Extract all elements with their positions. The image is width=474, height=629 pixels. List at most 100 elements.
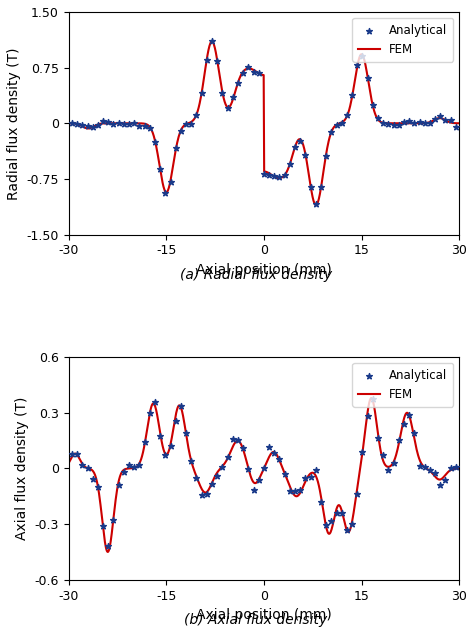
Analytical — [141, 121, 148, 131]
Analytical — [234, 77, 242, 87]
Analytical — [162, 188, 169, 198]
FEM — [105, 548, 110, 555]
Analytical — [390, 458, 397, 468]
Analytical — [405, 116, 413, 126]
Analytical — [410, 118, 418, 128]
Line: FEM: FEM — [69, 42, 459, 205]
Analytical — [312, 199, 319, 209]
Analytical — [369, 394, 377, 404]
Analytical — [384, 465, 392, 475]
Analytical — [94, 120, 102, 130]
Analytical — [291, 142, 299, 152]
Analytical — [400, 419, 408, 429]
Analytical — [384, 118, 392, 128]
Analytical — [328, 516, 335, 526]
Analytical — [109, 119, 117, 129]
Analytical — [301, 150, 309, 160]
Analytical — [271, 448, 278, 458]
Y-axis label: Radial flux density (T): Radial flux density (T) — [7, 47, 21, 199]
Analytical — [239, 443, 247, 454]
Text: (b) Axial flux density: (b) Axial flux density — [184, 613, 328, 627]
Analytical — [73, 450, 81, 460]
Analytical — [317, 182, 325, 192]
Analytical — [442, 476, 449, 486]
Analytical — [286, 486, 294, 496]
Analytical — [364, 411, 372, 421]
Analytical — [84, 463, 91, 473]
Analytical — [68, 118, 76, 128]
Analytical — [234, 435, 242, 445]
FEM — [403, 120, 409, 127]
Analytical — [255, 474, 263, 484]
Analytical — [333, 508, 340, 518]
Analytical — [447, 463, 455, 473]
Analytical — [276, 454, 283, 464]
Analytical — [162, 450, 169, 460]
Analytical — [447, 115, 455, 125]
Analytical — [276, 172, 283, 182]
Analytical — [146, 408, 154, 418]
Legend: Analytical, FEM: Analytical, FEM — [353, 18, 453, 62]
Analytical — [426, 118, 434, 128]
Y-axis label: Axial flux density (T): Axial flux density (T) — [15, 397, 29, 540]
Analytical — [442, 115, 449, 125]
Analytical — [265, 170, 273, 180]
Analytical — [208, 479, 216, 489]
Analytical — [333, 120, 340, 130]
Analytical — [130, 118, 138, 128]
Analytical — [198, 87, 205, 97]
Analytical — [146, 123, 154, 133]
Analytical — [421, 462, 428, 472]
Analytical — [245, 464, 252, 474]
Analytical — [260, 169, 268, 179]
Analytical — [416, 117, 423, 127]
Analytical — [416, 461, 423, 471]
Analytical — [172, 143, 180, 153]
Analytical — [307, 472, 314, 482]
Analytical — [130, 462, 138, 472]
FEM — [456, 465, 462, 472]
Analytical — [322, 151, 330, 161]
Analytical — [426, 465, 434, 475]
Analytical — [374, 113, 382, 123]
Analytical — [188, 456, 195, 466]
FEM — [303, 155, 309, 162]
Analytical — [115, 118, 122, 128]
Analytical — [151, 397, 159, 407]
Analytical — [89, 474, 97, 484]
Analytical — [380, 118, 387, 128]
Analytical — [286, 159, 294, 169]
Analytical — [167, 177, 174, 187]
Analytical — [104, 540, 112, 550]
Analytical — [359, 51, 366, 61]
Analytical — [172, 416, 180, 426]
Analytical — [125, 119, 133, 129]
FEM — [66, 120, 72, 127]
FEM — [456, 120, 462, 127]
Analytical — [322, 520, 330, 530]
Legend: Analytical, FEM: Analytical, FEM — [353, 363, 453, 407]
Analytical — [229, 92, 237, 103]
Analytical — [317, 498, 325, 508]
Analytical — [452, 121, 460, 131]
Analytical — [437, 479, 444, 489]
Analytical — [380, 450, 387, 460]
FEM — [66, 459, 72, 467]
Analytical — [120, 467, 128, 477]
Analytical — [374, 433, 382, 443]
Analytical — [156, 431, 164, 441]
FEM — [90, 123, 95, 131]
Analytical — [68, 448, 76, 459]
Analytical — [182, 119, 190, 129]
Analytical — [343, 111, 351, 121]
Analytical — [177, 126, 185, 136]
Analytical — [104, 117, 112, 127]
Analytical — [141, 437, 148, 447]
Analytical — [125, 460, 133, 470]
Analytical — [255, 68, 263, 78]
Analytical — [151, 137, 159, 147]
Analytical — [100, 116, 107, 126]
Analytical — [224, 452, 231, 462]
FEM — [368, 394, 374, 402]
Analytical — [354, 60, 361, 70]
